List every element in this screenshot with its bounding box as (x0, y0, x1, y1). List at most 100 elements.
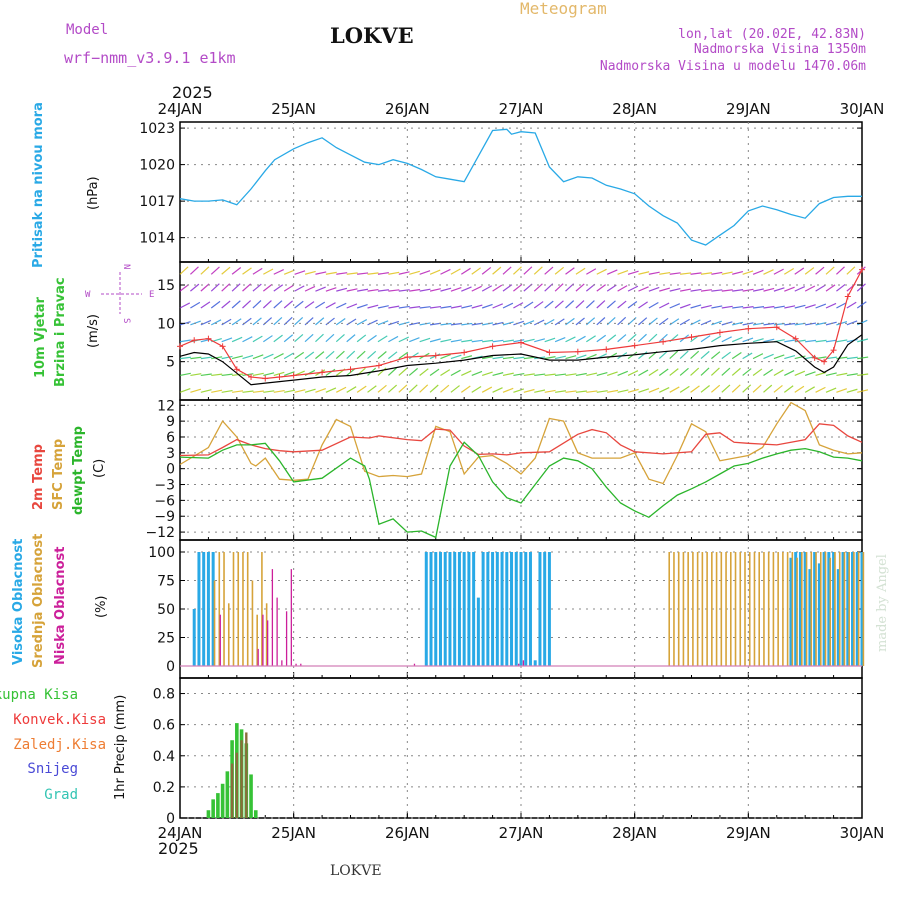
wind-arrow (294, 334, 304, 343)
cloud-label-2: Srednja Oblacnost (31, 534, 46, 668)
wind-arrow (554, 266, 565, 275)
wind-arrow (825, 302, 837, 309)
wind-arrow (179, 321, 191, 326)
temp-unit: (C) (92, 459, 107, 478)
wind-arrow (763, 368, 773, 376)
wind-arrow (179, 387, 191, 393)
precip-grid (180, 678, 862, 819)
wind-arrow (752, 384, 762, 393)
wind-arrow (252, 317, 262, 326)
wind-arrow (596, 371, 608, 377)
wind-arrow (273, 300, 283, 309)
wind-arrow (742, 337, 754, 343)
wind-arrow (388, 351, 398, 360)
wind-arrow (461, 322, 473, 326)
wind-arrow (335, 333, 345, 343)
wind-arrow (429, 384, 439, 393)
wind-arrow (471, 322, 483, 326)
wind-arrow (346, 350, 356, 360)
wind-arrow (544, 389, 556, 393)
precip-y-label: 0 (166, 811, 175, 827)
wind-arrow (461, 286, 472, 292)
wind-arrow (471, 267, 482, 275)
precip-total-bar (206, 810, 211, 818)
wind-arrow (200, 373, 212, 377)
wind-arrow (846, 373, 858, 377)
dewpoint-line (179, 441, 863, 539)
cloud-y-label: 50 (157, 602, 175, 618)
wind-arrow (502, 372, 514, 377)
wind-arrow (607, 389, 619, 393)
wind-arrow (742, 306, 754, 309)
wind-arrow (502, 356, 514, 360)
wind-arrow (721, 351, 732, 360)
wind-arrow (836, 388, 847, 393)
wind-arrow (669, 303, 681, 309)
wind-arrow (669, 318, 680, 326)
precip-legend-item: Snijeg (27, 761, 78, 777)
wind-unit: (m/s) (86, 314, 101, 348)
wind-arrow (836, 321, 848, 326)
wind-arrow (492, 387, 503, 393)
wind-arrow (544, 356, 556, 360)
precip-legend-item: Grad (44, 787, 78, 803)
wind-arrow (492, 303, 503, 309)
wind-arrow (450, 385, 460, 393)
wind-arrow (398, 367, 408, 376)
wind-arrow (586, 268, 597, 275)
wind-arrow (377, 384, 387, 393)
pressure-y-label: 1014 (139, 231, 175, 247)
wind-arrow (804, 371, 816, 377)
precip-conv-bar (245, 732, 248, 818)
top-tick-label: 30JAN (840, 100, 885, 118)
wind-arrow (242, 283, 252, 292)
wind-arrow (804, 386, 815, 393)
wind-arrow (304, 270, 316, 275)
wind-arrow (294, 389, 306, 393)
wind-arrow (794, 355, 806, 360)
wind-arrow (221, 300, 231, 309)
wind-arrow (555, 390, 567, 393)
wind-arrow (273, 316, 283, 326)
wind-arrow (554, 355, 566, 360)
wind-arrow (273, 284, 284, 292)
model-name: wrf−nmm_v3.9.1 e1km (64, 49, 236, 67)
wind-arrow (263, 268, 274, 275)
wind-arrow (648, 286, 660, 292)
wind-arrow (315, 333, 324, 343)
wind-arrow (585, 300, 595, 309)
wind-arrow (804, 285, 816, 292)
wind-arrow (409, 306, 421, 309)
wind-arrow (481, 303, 493, 309)
temp-y-label: −12 (145, 525, 175, 541)
wind-arrow (367, 334, 377, 343)
wind-arrow (377, 335, 388, 343)
wind-arrow (544, 300, 554, 309)
wind-arrow (367, 288, 379, 292)
wind-arrow (575, 372, 587, 377)
wind-arrow (617, 370, 629, 377)
pressure-grid (180, 122, 862, 262)
wind-arrow (752, 338, 764, 343)
wind-arrow (554, 337, 566, 343)
wind-arrow (533, 319, 545, 326)
wind-arrow (586, 353, 597, 360)
cloud-bars (192, 552, 865, 666)
wind-arrow (679, 367, 689, 376)
model-elevation-text: Nadmorska Visina u modelu 1470.06m (600, 59, 866, 74)
wind-arrow (815, 303, 827, 309)
wind-arrow (367, 385, 377, 393)
wind-arrow (596, 317, 606, 326)
wind-arrow (711, 335, 722, 343)
cloud-y-label: 0 (166, 659, 175, 675)
top-tick-label: 29JAN (726, 100, 771, 118)
pressure-unit: (hPa) (86, 176, 101, 210)
wind-arrow (679, 350, 689, 360)
wind-arrow (825, 356, 837, 360)
pressure-y-label: 1017 (139, 194, 175, 210)
top-tick-label: 26JAN (385, 100, 430, 118)
wind-arrow (502, 339, 514, 343)
top-year: 2025 (172, 83, 213, 102)
wind-arrow (190, 266, 199, 275)
